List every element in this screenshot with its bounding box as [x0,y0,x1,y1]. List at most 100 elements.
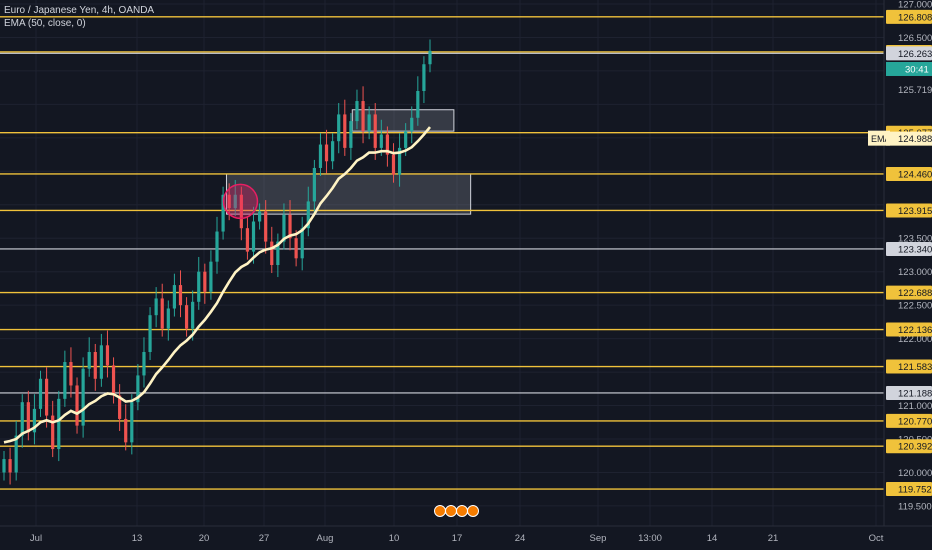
white-level-label-bg [886,241,932,256]
time-tick-label: Oct [869,533,884,544]
gold-level-label-bg [886,439,932,454]
white-level-label: 123.340 [898,244,932,255]
gold-level-label: 124.460 [898,169,932,180]
candle-body [93,352,97,379]
candle-body [343,114,347,148]
candle-body [166,308,170,329]
price-tick-label: 123.500 [898,234,932,245]
time-tick-label: 13:00 [638,533,662,544]
instrument-title: Euro / Japanese Yen, 4h, OANDA [4,5,155,16]
candle-body [148,315,152,352]
candle-body [397,147,402,175]
price-tick-label: 122.000 [898,334,932,345]
gold-level-label-bg [886,413,932,428]
candle-body [191,301,195,329]
ema-line [3,126,432,444]
price-tick-label: 119.500 [898,501,932,512]
candle-body [331,141,335,162]
ema-tag-label: EMA [871,134,891,144]
candle-body [130,402,134,443]
price-zone [225,173,472,215]
candle-body [416,91,420,118]
price-axis: 127.000 126.500 125.719 123.500 123.000 122.5… [868,0,932,526]
candle-body [379,134,383,148]
candle-body [270,241,274,265]
candle-body [136,375,140,403]
price-tick-label: 127.000 [898,0,932,11]
ema-tag-bg [868,130,890,146]
candle-body [264,211,268,242]
candle-body [349,121,353,148]
gold-level-label: 122.136 [898,325,932,336]
candle-body [111,365,116,396]
horizontal-levels [0,16,884,490]
candle-body [63,362,67,399]
time-tick-label: Sep [590,533,607,544]
candle-body [57,398,61,450]
gold-level-label-bg [886,203,932,218]
candle-body [318,144,323,168]
candle-body [306,201,310,229]
time-tick-label: Jul [30,533,42,544]
gold-level-label-bg [886,285,932,300]
candle-body [99,345,103,379]
candle-body [282,214,286,242]
candle-body [300,228,304,259]
gold-level-label: 120.770 [898,416,932,427]
time-tick-label: 27 [259,533,270,544]
candle-body [227,194,231,209]
time-tick-label: 10 [389,533,400,544]
highlight-marker [222,183,259,220]
candle-body [355,101,359,122]
candle-body [391,154,396,175]
candle-body [178,285,183,306]
event-marker-icon [467,505,479,517]
candle-body [367,114,371,132]
price-tick-label: 120.000 [898,468,932,479]
event-marker-icon [456,505,468,517]
price-tick-label: 126.500 [898,33,932,44]
zones [225,109,472,215]
gold-level-label: 122.688 [898,288,932,299]
countdown-bg [886,61,932,76]
price-tick-label: 121.000 [898,401,932,412]
candle-body [81,368,85,426]
white-level-label-bg [886,46,932,61]
gold-level-label: 121.583 [898,362,932,373]
candle-body [251,221,256,252]
candle-body [258,211,262,222]
candle-body [428,50,432,65]
candles [2,39,432,485]
candle-body [245,228,250,252]
gold-level-label: 120.392 [898,442,932,453]
grid [0,0,884,526]
candle-body [142,352,146,376]
candle-body [422,64,426,91]
candle-body [38,378,43,409]
time-tick-label: 21 [768,533,779,544]
indicator-label[interactable]: EMA (50, close, 0) [4,18,86,29]
time-tick-label: 20 [199,533,210,544]
candle-body [312,167,316,202]
candle-body [184,305,189,329]
price-tick-label: 123.000 [898,267,932,278]
candle-body [276,241,280,265]
candle-body [105,345,110,366]
candle-body [160,298,164,329]
price-tick-label: 125.719 [898,85,932,96]
highlight-circle [222,183,259,220]
chart-legend: Euro / Japanese Yen, 4h, OANDA EMA (50, … [4,4,154,30]
candle-body [197,271,201,302]
white-level-label: 126.263 [898,49,932,60]
candle-body [26,402,30,433]
candle-body [2,459,6,473]
candle-body [14,435,18,473]
candle-body [294,238,298,259]
candle-body [361,101,365,132]
candle-body [221,194,225,232]
time-tick-label: 13 [132,533,143,544]
candle-body [203,271,207,292]
candle-body [209,261,213,292]
